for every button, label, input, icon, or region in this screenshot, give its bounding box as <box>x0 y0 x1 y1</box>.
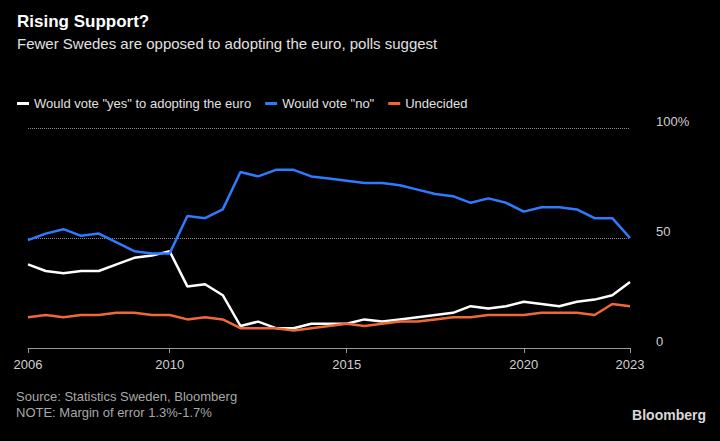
svg-text:Rising Support?: Rising Support? <box>17 12 149 31</box>
svg-text:2010: 2010 <box>155 357 184 372</box>
svg-text:0: 0 <box>656 334 663 349</box>
svg-text:Would vote "no": Would vote "no" <box>282 96 374 111</box>
svg-text:Would vote "yes" to adopting t: Would vote "yes" to adopting the euro <box>34 96 251 111</box>
svg-text:Fewer Swedes are opposed to ad: Fewer Swedes are opposed to adopting the… <box>17 35 438 52</box>
svg-text:2006: 2006 <box>14 357 43 372</box>
svg-text:100%: 100% <box>656 114 690 129</box>
svg-text:2020: 2020 <box>509 357 538 372</box>
svg-text:2015: 2015 <box>332 357 361 372</box>
svg-text:NOTE: Margin of error 1.3%-1.7: NOTE: Margin of error 1.3%-1.7% <box>16 405 212 420</box>
svg-text:Source: Statistics Sweden, Blo: Source: Statistics Sweden, Bloomberg <box>16 389 237 404</box>
svg-text:50: 50 <box>656 224 670 239</box>
svg-text:Undecided: Undecided <box>405 96 467 111</box>
svg-text:Bloomberg: Bloomberg <box>632 407 706 423</box>
svg-text:2023: 2023 <box>616 357 645 372</box>
